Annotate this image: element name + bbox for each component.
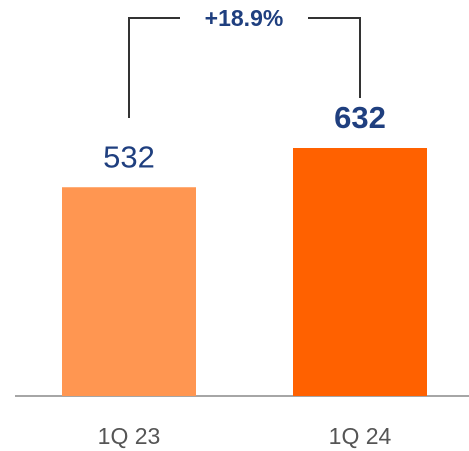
- x-tick-label: 1Q 24: [329, 423, 392, 449]
- x-tick-label: 1Q 23: [98, 423, 161, 449]
- bar: [293, 148, 427, 396]
- annotation: +18.9%: [205, 5, 284, 31]
- bracket-left: [128, 17, 180, 118]
- value-label: 532: [103, 139, 155, 174]
- bar: [62, 187, 196, 396]
- bracket-right: [308, 17, 361, 98]
- value-label: 632: [334, 100, 386, 135]
